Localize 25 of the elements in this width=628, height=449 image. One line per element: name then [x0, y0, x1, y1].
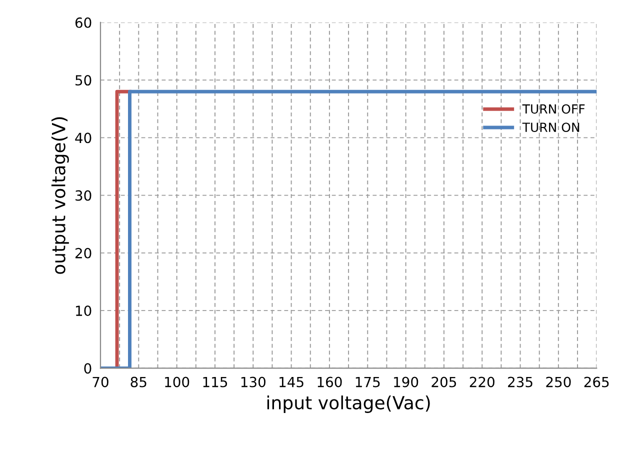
- x-tick-label: 115: [203, 376, 228, 388]
- x-tick-label: 130: [241, 376, 266, 388]
- y-tick-label: 60: [75, 17, 92, 28]
- x-axis-title: input voltage(Vac): [267, 396, 430, 413]
- x-tick-label: 175: [356, 376, 380, 388]
- legend-label: TURN OFF: [522, 104, 585, 114]
- y-tick-label: 30: [76, 190, 92, 201]
- y-tick-label: 0: [84, 363, 92, 374]
- x-tick-label: 250: [546, 376, 571, 388]
- y-tick-label: 10: [76, 306, 92, 316]
- x-tick-label: 100: [165, 376, 190, 388]
- x-tick-label: 70: [92, 376, 108, 388]
- y-tick-label: 50: [76, 75, 92, 86]
- x-tick-label: 85: [130, 376, 146, 388]
- x-tick-label: 220: [470, 376, 494, 388]
- y-tick-label: 40: [75, 132, 92, 144]
- x-tick-label: 235: [508, 376, 532, 388]
- x-tick-label: 205: [432, 376, 456, 388]
- x-tick-label: 265: [584, 376, 609, 388]
- legend-label: TURN ON: [522, 122, 580, 132]
- x-tick-label: 190: [394, 376, 418, 388]
- x-tick-label: 160: [318, 376, 342, 388]
- y-axis-title: output voltage(V): [51, 117, 69, 274]
- y-tick-label: 20: [75, 248, 92, 258]
- x-tick-label: 145: [280, 376, 304, 388]
